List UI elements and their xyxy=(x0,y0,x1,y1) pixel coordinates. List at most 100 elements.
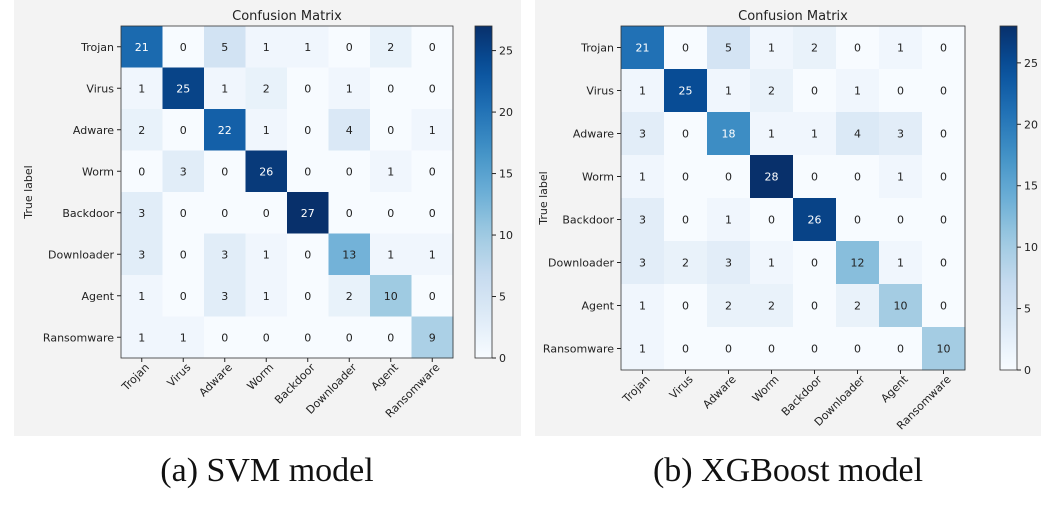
y-axis-label: True label xyxy=(537,171,550,225)
matrix-cell xyxy=(750,112,794,156)
matrix-cell xyxy=(621,112,665,156)
matrix-cell xyxy=(793,327,837,371)
colorbar-tick-label: 5 xyxy=(1024,303,1031,316)
cell-value-label: 10 xyxy=(384,290,398,303)
cell-value-label: 0 xyxy=(940,42,947,55)
matrix-cell xyxy=(750,198,794,242)
cell-value-label: 1 xyxy=(263,124,270,137)
colorbar-tick-label: 10 xyxy=(1024,241,1038,254)
y-tick-label: Ransomware xyxy=(543,343,614,356)
y-tick-label: Virus xyxy=(86,82,114,95)
matrix-cell xyxy=(411,192,454,234)
cell-value-label: 1 xyxy=(138,82,145,95)
matrix-cell xyxy=(707,327,751,371)
y-tick-label: Agent xyxy=(581,300,614,313)
matrix-cell xyxy=(328,316,371,359)
matrix-cell xyxy=(245,316,288,359)
cell-value-label: 1 xyxy=(639,343,646,356)
matrix-cell xyxy=(879,198,923,242)
matrix-cell xyxy=(287,67,329,110)
matrix-cell xyxy=(750,241,794,285)
colorbar-tick-label: 20 xyxy=(1024,118,1038,131)
colorbar-tick-label: 25 xyxy=(1024,57,1038,70)
matrix-cell xyxy=(664,327,708,371)
matrix-cell xyxy=(879,155,923,199)
matrix-cell xyxy=(204,109,246,151)
cell-value-label: 0 xyxy=(304,331,311,344)
colorbar xyxy=(474,25,493,359)
cell-value-label: 4 xyxy=(854,128,861,141)
matrix-cell xyxy=(245,150,288,193)
cell-value-label: 0 xyxy=(304,165,311,178)
matrix-cell xyxy=(204,67,246,110)
cell-value-label: 26 xyxy=(259,165,273,178)
matrix-cell xyxy=(793,155,837,199)
cell-value-label: 0 xyxy=(811,85,818,98)
matrix-cell xyxy=(707,241,751,285)
cell-value-label: 4 xyxy=(346,124,353,137)
cell-value-label: 2 xyxy=(854,300,861,313)
matrix-cell xyxy=(370,26,412,68)
cell-value-label: 0 xyxy=(768,214,775,227)
matrix-cell xyxy=(836,241,880,285)
cell-value-label: 0 xyxy=(180,41,187,54)
matrix-cell xyxy=(750,284,794,328)
cell-value-label: 10 xyxy=(894,300,908,313)
cell-value-label: 0 xyxy=(811,171,818,184)
matrix-cell xyxy=(664,155,708,199)
matrix-cell xyxy=(621,26,665,70)
y-tick-label: Adware xyxy=(73,124,114,137)
matrix-cell xyxy=(162,275,205,317)
cell-value-label: 21 xyxy=(135,41,149,54)
cell-value-label: 0 xyxy=(854,343,861,356)
matrix-cell xyxy=(328,109,371,151)
matrix-cell xyxy=(121,316,163,359)
y-tick-label: Backdoor xyxy=(562,214,614,227)
matrix-cell xyxy=(621,198,665,242)
cell-value-label: 1 xyxy=(429,248,436,261)
x-tick-label: Virus xyxy=(165,361,194,390)
cell-value-label: 9 xyxy=(429,331,436,344)
cell-value-label: 27 xyxy=(301,207,315,220)
cell-value-label: 21 xyxy=(636,42,650,55)
cell-value-label: 3 xyxy=(138,248,145,261)
matrix-cell xyxy=(793,284,837,328)
cell-value-label: 0 xyxy=(346,41,353,54)
cell-value-label: 0 xyxy=(940,171,947,184)
cell-value-label: 0 xyxy=(429,82,436,95)
cell-value-label: 0 xyxy=(854,42,861,55)
y-tick-label: Worm xyxy=(82,165,114,178)
cell-value-label: 0 xyxy=(682,214,689,227)
colorbar-tick-label: 0 xyxy=(499,352,506,365)
cell-value-label: 0 xyxy=(346,331,353,344)
y-tick-label: Ransomware xyxy=(43,331,114,344)
matrix-cell xyxy=(162,192,205,234)
cell-value-label: 0 xyxy=(221,165,228,178)
cell-value-label: 1 xyxy=(429,124,436,137)
cell-value-label: 0 xyxy=(682,171,689,184)
matrix-cell xyxy=(328,26,371,68)
cell-value-label: 3 xyxy=(180,165,187,178)
cell-value-label: 0 xyxy=(940,300,947,313)
cell-value-label: 0 xyxy=(346,207,353,220)
matrix-cell xyxy=(204,233,246,276)
cell-value-label: 1 xyxy=(138,331,145,344)
matrix-cell xyxy=(204,275,246,317)
matrix-cell xyxy=(664,26,708,70)
cell-value-label: 0 xyxy=(387,207,394,220)
matrix-cell xyxy=(836,112,880,156)
cell-value-label: 0 xyxy=(387,124,394,137)
matrix-cell xyxy=(411,109,454,151)
matrix-cell xyxy=(922,198,966,242)
matrix-cell xyxy=(328,192,371,234)
cell-value-label: 0 xyxy=(811,257,818,270)
cell-value-label: 5 xyxy=(725,42,732,55)
matrix-cell xyxy=(836,198,880,242)
y-tick-label: Downloader xyxy=(48,248,114,261)
matrix-cell xyxy=(879,284,923,328)
x-tick-label: Agent xyxy=(369,360,402,393)
cell-value-label: 0 xyxy=(180,248,187,261)
colorbar-tick-label: 5 xyxy=(499,291,506,304)
matrix-cell xyxy=(245,109,288,151)
